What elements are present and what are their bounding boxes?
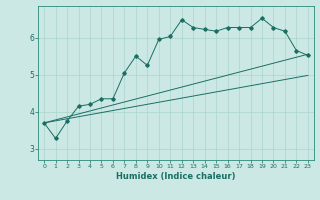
X-axis label: Humidex (Indice chaleur): Humidex (Indice chaleur) <box>116 172 236 181</box>
